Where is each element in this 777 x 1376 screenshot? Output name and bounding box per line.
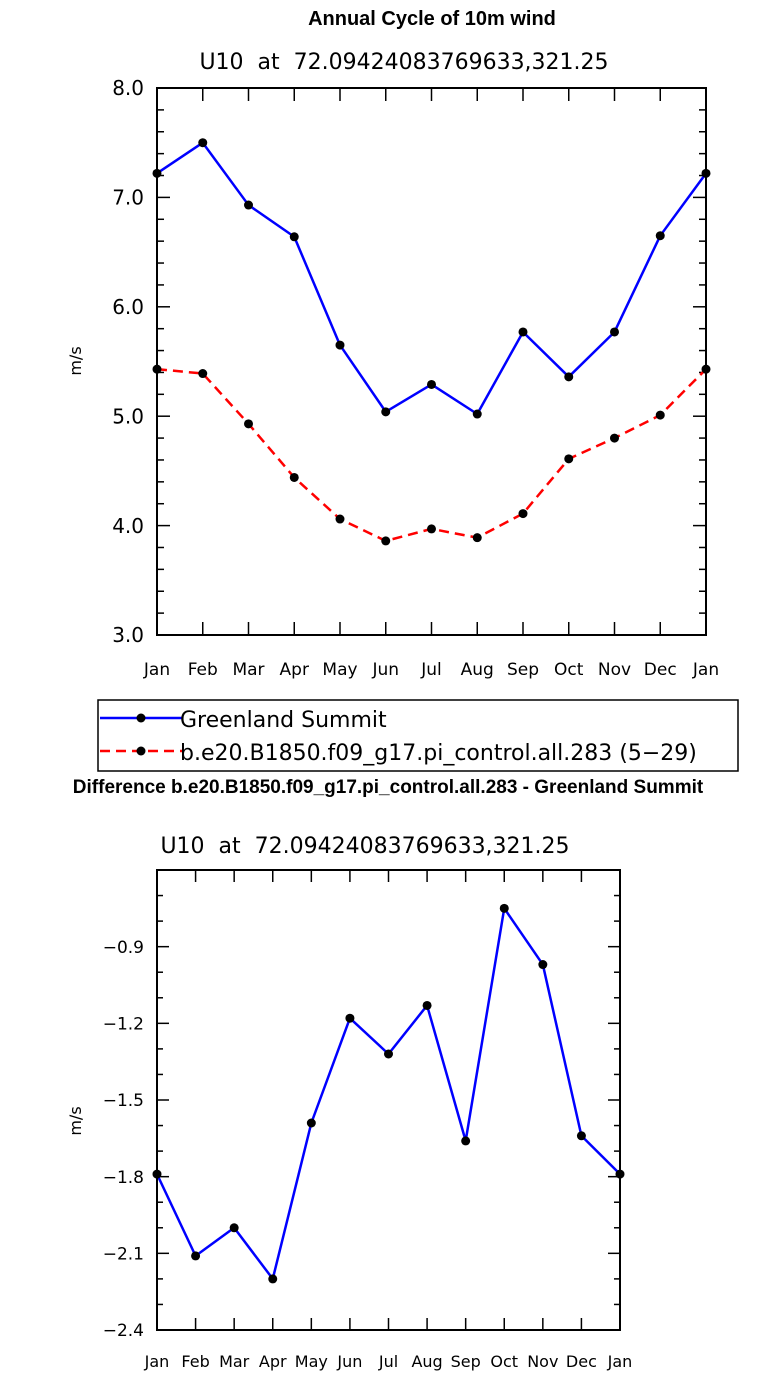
x-tick-label: Mar xyxy=(232,660,264,680)
y-tick-label: 3.0 xyxy=(112,623,144,647)
chart1-y-tick-labels: 3.0 4.0 5.0 6.0 7.0 8.0 xyxy=(112,76,144,647)
data-point xyxy=(198,369,208,379)
data-point xyxy=(461,1136,471,1146)
x-tick-label: Jan xyxy=(692,660,719,680)
x-tick-label: Jan xyxy=(144,1352,170,1371)
x-tick-label: Aug xyxy=(461,660,494,680)
chart1-ylabel: m/s xyxy=(66,346,85,375)
data-point xyxy=(268,1274,278,1284)
y-tick-label: 7.0 xyxy=(112,186,144,210)
x-tick-label: Dec xyxy=(566,1352,597,1371)
chart1-subtitle: U10 at 72.09424083769633,321.25 xyxy=(199,50,608,75)
legend-marker-model xyxy=(136,746,146,756)
chart1-ticks xyxy=(156,87,707,636)
chart2-ylabel: m/s xyxy=(66,1106,85,1135)
series-line xyxy=(155,907,621,1281)
data-point xyxy=(576,1131,586,1141)
data-point xyxy=(191,1251,201,1261)
data-point xyxy=(229,1223,239,1233)
chart2-x-tick-labels: Jan Feb Mar Apr May Jun Jul Aug Sep Oct Nov Dec Jan xyxy=(144,1352,633,1371)
x-tick-label: Oct xyxy=(554,660,584,680)
chart2-plot-frame xyxy=(156,869,621,1331)
x-tick-label: Mar xyxy=(219,1352,250,1371)
data-point xyxy=(345,1013,355,1023)
y-tick-label: 8.0 xyxy=(112,76,144,100)
y-tick-label: 5.0 xyxy=(112,404,144,428)
x-tick-label: Oct xyxy=(490,1352,518,1371)
data-point xyxy=(335,340,345,350)
data-point xyxy=(335,514,345,524)
x-tick-label: Jan xyxy=(607,1352,633,1371)
data-point xyxy=(427,524,436,534)
x-tick-label: Jun xyxy=(336,1352,362,1371)
data-point xyxy=(427,379,436,389)
y-tick-label: −1.2 xyxy=(103,1014,144,1034)
x-tick-label: Sep xyxy=(451,1352,481,1371)
legend: Greenland Summit b.e20.B1850.f09_g17.pi_… xyxy=(97,699,739,772)
y-tick-label: −2.4 xyxy=(103,1321,144,1341)
data-point xyxy=(518,509,528,519)
y-tick-label: −2.1 xyxy=(103,1244,144,1264)
data-point xyxy=(381,407,391,417)
legend-label-greenland: Greenland Summit xyxy=(180,708,387,733)
series-line xyxy=(156,367,707,543)
data-point xyxy=(198,138,208,148)
x-tick-label: Jun xyxy=(371,660,399,680)
chart1-series xyxy=(152,138,711,546)
x-tick-label: Apr xyxy=(259,1352,287,1371)
legend-label-model: b.e20.B1850.f09_g17.pi_control.all.283 (… xyxy=(180,741,697,766)
data-point xyxy=(306,1118,316,1128)
x-tick-label: Feb xyxy=(181,1352,209,1371)
x-tick-label: Aug xyxy=(411,1352,442,1371)
data-point xyxy=(244,419,253,429)
data-point xyxy=(610,327,619,337)
chart2-y-tick-labels: −2.4 −2.1 −1.8 −1.5 −1.2 −0.9 xyxy=(103,938,144,1341)
legend-box xyxy=(97,699,739,772)
data-point xyxy=(655,410,665,420)
data-point xyxy=(472,409,482,419)
x-tick-label: Apr xyxy=(280,660,309,680)
data-point xyxy=(384,1049,393,1059)
x-tick-label: Dec xyxy=(644,660,677,680)
x-tick-label: May xyxy=(322,660,357,680)
x-tick-label: Jul xyxy=(420,660,442,680)
y-tick-label: −1.8 xyxy=(103,1168,144,1188)
x-tick-label: Jan xyxy=(143,660,170,680)
data-point xyxy=(564,372,574,382)
y-tick-label: −0.9 xyxy=(103,938,144,958)
data-point xyxy=(518,327,528,337)
chart2-subtitle: U10 at 72.09424083769633,321.25 xyxy=(160,834,569,859)
chart2-title: Difference b.e20.B1850.f09_g17.pi_contro… xyxy=(73,777,704,798)
data-point xyxy=(289,232,299,242)
data-point xyxy=(422,1000,432,1010)
legend-marker-greenland xyxy=(136,713,146,723)
chart1-plot-frame xyxy=(156,87,707,636)
x-tick-label: Nov xyxy=(598,660,631,680)
chart2-series xyxy=(152,903,625,1284)
x-tick-label: Nov xyxy=(527,1352,558,1371)
data-point xyxy=(244,200,253,210)
x-tick-label: Jul xyxy=(378,1352,398,1371)
data-point xyxy=(610,433,619,443)
x-tick-label: May xyxy=(295,1352,328,1371)
y-tick-label: 4.0 xyxy=(112,514,144,538)
data-point xyxy=(381,536,391,546)
y-tick-label: 6.0 xyxy=(112,295,144,319)
x-tick-label: Feb xyxy=(188,660,218,680)
data-point xyxy=(499,903,509,913)
chart2-ticks xyxy=(156,869,621,1331)
data-point xyxy=(472,533,482,543)
y-tick-label: −1.5 xyxy=(103,1091,144,1111)
chart1-x-tick-labels: Jan Feb Mar Apr May Jun Jul Aug Sep Oct Nov Dec Jan xyxy=(143,660,719,680)
chart1-title: Annual Cycle of 10m wind xyxy=(308,8,556,30)
data-point xyxy=(538,960,548,970)
data-point xyxy=(655,231,665,241)
series-line xyxy=(156,141,708,416)
data-point xyxy=(564,454,574,464)
x-tick-label: Sep xyxy=(507,660,539,680)
data-point xyxy=(289,472,299,482)
